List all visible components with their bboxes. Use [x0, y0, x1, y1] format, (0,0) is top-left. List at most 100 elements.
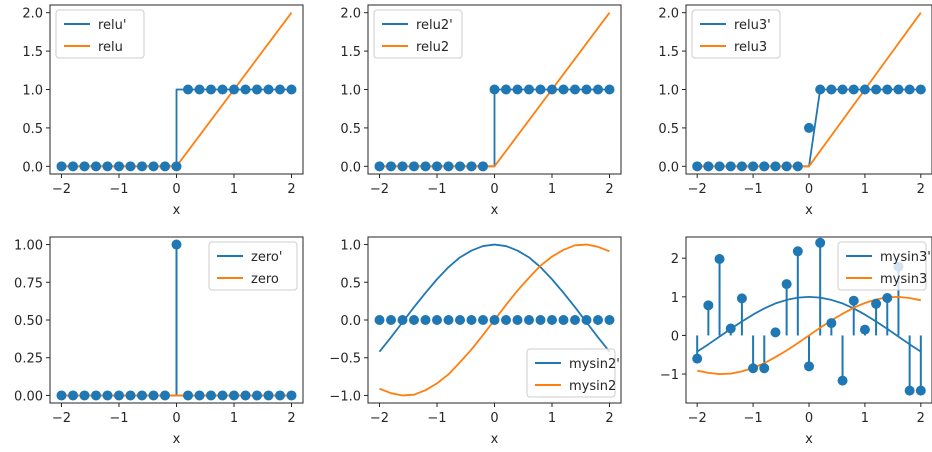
- chart-5-point: [593, 315, 603, 325]
- chart-6-point: [792, 246, 803, 257]
- chart-1-xlabel: x: [173, 203, 181, 218]
- chart-2-ytick-label: 1.0: [340, 84, 361, 99]
- chart-3-point: [736, 161, 747, 172]
- chart-4-legend-label: zero: [251, 272, 279, 287]
- chart-1-point: [206, 84, 216, 95]
- chart-5-point: [443, 315, 454, 325]
- chart-2-point: [604, 84, 615, 95]
- chart-6-point: [815, 237, 826, 248]
- chart-1-xtick-label: −2: [52, 182, 71, 197]
- chart-3-point: [837, 84, 848, 95]
- chart-1-point: [160, 161, 170, 172]
- chart-4-ytick-label: 1.00: [14, 239, 43, 254]
- chart-5-xtick-label: −2: [370, 411, 389, 426]
- chart-3-point: [815, 84, 826, 95]
- chart-2-ytick-label: 0.5: [340, 122, 361, 137]
- chart-3-xtick-label: −1: [744, 182, 763, 197]
- chart-2-legend-label: relu2: [416, 40, 449, 55]
- chart-6-ytick-label: −1: [660, 368, 679, 383]
- chart-1-plot-area: [56, 12, 297, 172]
- chart-1-xtick-label: 1: [230, 182, 238, 197]
- chart-1-point: [263, 84, 274, 95]
- chart-6-legend-label: mysin3': [880, 250, 931, 265]
- chart-5-xtick-label: 0: [490, 411, 498, 426]
- chart-4-point: [240, 390, 251, 401]
- chart-1-ytick-label: 1.0: [22, 84, 43, 99]
- chart-3-xtick-label: 2: [917, 182, 925, 197]
- chart-4-point: [102, 390, 113, 401]
- chart-3-point: [759, 161, 770, 172]
- chart-4-point: [114, 390, 124, 401]
- chart-3-point: [893, 84, 904, 95]
- chart-5-ytick-label: 0.0: [340, 314, 361, 329]
- chart-4-point: [171, 239, 182, 250]
- chart-5-point: [466, 315, 477, 325]
- chart-6-legend: mysin3' mysin3: [837, 241, 931, 291]
- chart-3-ytick-label: 1.5: [658, 45, 679, 60]
- chart-3-ytick-label: 2.0: [658, 7, 679, 22]
- chart-4-point: [56, 390, 67, 401]
- chart-5-point: [570, 315, 580, 325]
- chart-2-xlabel: x: [491, 203, 499, 218]
- chart-5-point: [455, 315, 465, 325]
- chart-5-ytick-label: −1.0: [329, 389, 361, 404]
- chart-6-point: [748, 363, 759, 374]
- chart-3-point: [725, 161, 736, 172]
- chart-5-point: [512, 315, 523, 325]
- chart-5-point: [524, 315, 534, 325]
- chart-6-point: [692, 353, 703, 364]
- chart-5-point: [501, 315, 511, 325]
- chart-1-point: [102, 161, 113, 172]
- chart-2-xtick-label: −1: [427, 182, 446, 197]
- chart-2-point: [374, 161, 385, 172]
- chart-4-point: [148, 390, 159, 401]
- chart-4-point: [286, 390, 297, 401]
- chart-1-point: [286, 84, 297, 95]
- chart-1-point: [91, 161, 101, 172]
- chart-5-point: [397, 315, 408, 325]
- chart-1-legend-label: relu': [98, 18, 126, 33]
- chart-3-point: [871, 84, 882, 95]
- chart-5-xtick-label: 2: [605, 411, 613, 426]
- chart-1-point: [68, 161, 78, 172]
- chart-1-point: [114, 161, 124, 172]
- chart-6-xtick-label: −1: [744, 411, 763, 426]
- chart-3-plot-area: [692, 12, 926, 172]
- chart-3-ytick-label: 1.0: [658, 84, 679, 99]
- chart-5-point: [409, 315, 419, 325]
- chart-2-point: [409, 161, 419, 172]
- chart-6-point: [882, 292, 893, 303]
- chart-2-point: [524, 84, 534, 95]
- chart-3-point: [826, 84, 837, 95]
- chart-2-legend-label: relu2': [416, 18, 453, 33]
- chart-6-legend-label: mysin3: [880, 272, 927, 287]
- chart-2-point: [558, 84, 569, 95]
- chart-5-xtick-label: 1: [548, 411, 556, 426]
- chart-4-point: [194, 390, 205, 401]
- chart-2-xtick-label: 0: [490, 182, 498, 197]
- chart-3-legend-label: relu3': [734, 18, 771, 33]
- chart-2-point: [489, 84, 500, 95]
- chart-2-point: [397, 161, 408, 172]
- chart-2-point: [535, 84, 546, 95]
- chart-3-point: [748, 161, 759, 172]
- chart-4-legend-label: zero': [251, 250, 282, 265]
- chart-4-ytick-label: 0.75: [14, 276, 43, 291]
- chart-1-ytick-label: 2.0: [22, 7, 43, 22]
- chart-4: −2 −1 0 1 2 0.00 0.25 0.50 0.75 1.00 x zero' zero: [14, 236, 304, 447]
- chart-1-point: [229, 84, 239, 95]
- chart-5-xtick-label: −1: [427, 411, 446, 426]
- chart-2-xtick-label: 1: [548, 182, 556, 197]
- chart-6-point: [770, 327, 781, 338]
- chart-6-point: [725, 323, 736, 334]
- chart-6-point: [848, 295, 859, 306]
- chart-4-xtick-label: 1: [230, 411, 238, 426]
- chart-3-point: [703, 161, 714, 172]
- chart-2-point: [420, 161, 431, 172]
- chart-6-point: [826, 318, 837, 329]
- chart-6-ytick-label: 0: [671, 329, 679, 344]
- chart-2-point: [547, 84, 557, 95]
- chart-4-point: [91, 390, 101, 401]
- chart-5-series-1-line: [378, 243, 611, 353]
- chart-5-point: [386, 315, 396, 325]
